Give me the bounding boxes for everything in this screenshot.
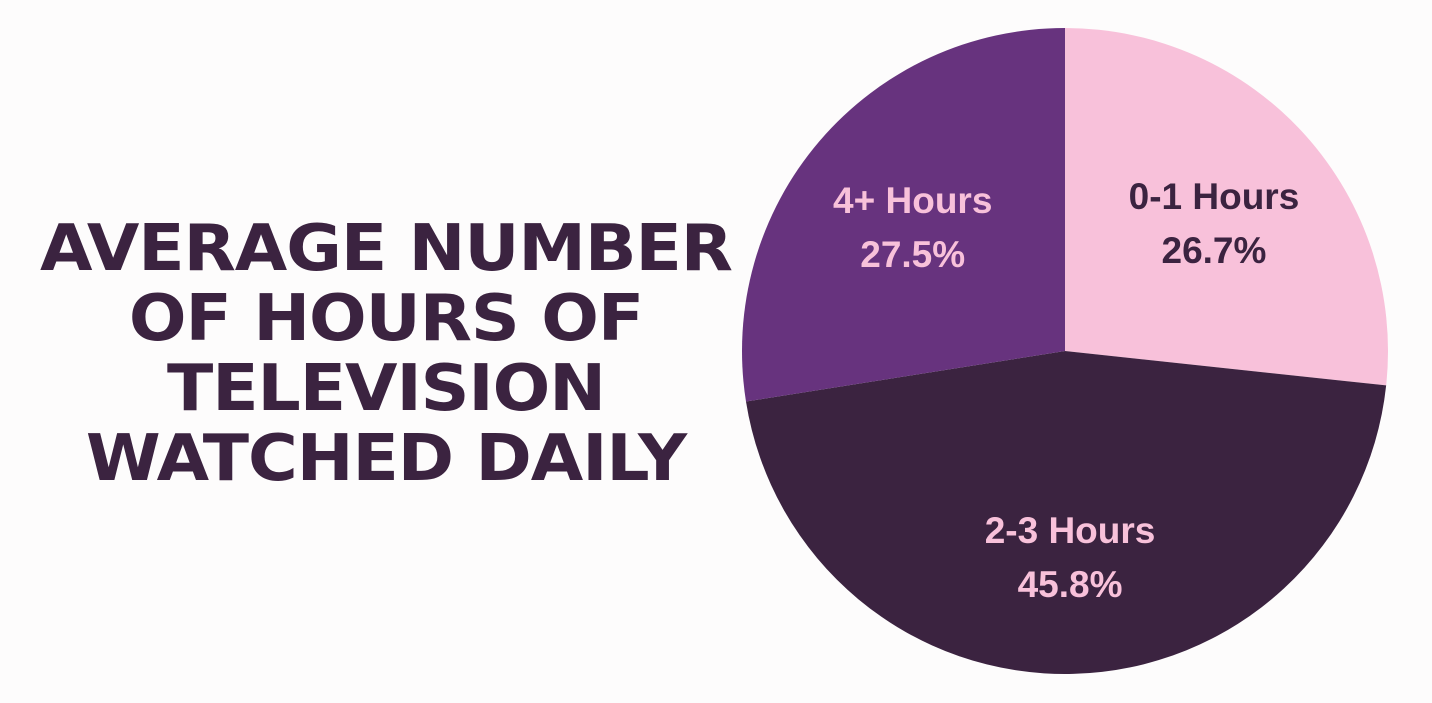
chart-title-line-1: AVERAGE NUMBER bbox=[40, 212, 733, 286]
slice-value-2-3-hours: 45.8% bbox=[1018, 564, 1123, 605]
slice-label-4-hours: 4+ Hours bbox=[833, 180, 992, 221]
chart-title-line-3: TELEVISION bbox=[167, 352, 606, 426]
pie-slice-4-hours bbox=[742, 28, 1065, 402]
chart-title-line-2: OF HOURS OF bbox=[128, 282, 644, 356]
slice-value-4-hours: 27.5% bbox=[860, 234, 965, 275]
chart-title: AVERAGE NUMBER OF HOURS OF TELEVISION WA… bbox=[15, 214, 757, 494]
slice-value-0-1-hours: 26.7% bbox=[1162, 230, 1267, 271]
slice-label-2-3-hours: 2-3 Hours bbox=[985, 510, 1156, 551]
slice-label-0-1-hours: 0-1 Hours bbox=[1129, 176, 1300, 217]
chart-title-line-4: WATCHED DAILY bbox=[85, 422, 687, 496]
pie-slice-2-3-hours bbox=[745, 351, 1387, 675]
pie-slice-0-1-hours bbox=[1065, 28, 1388, 386]
